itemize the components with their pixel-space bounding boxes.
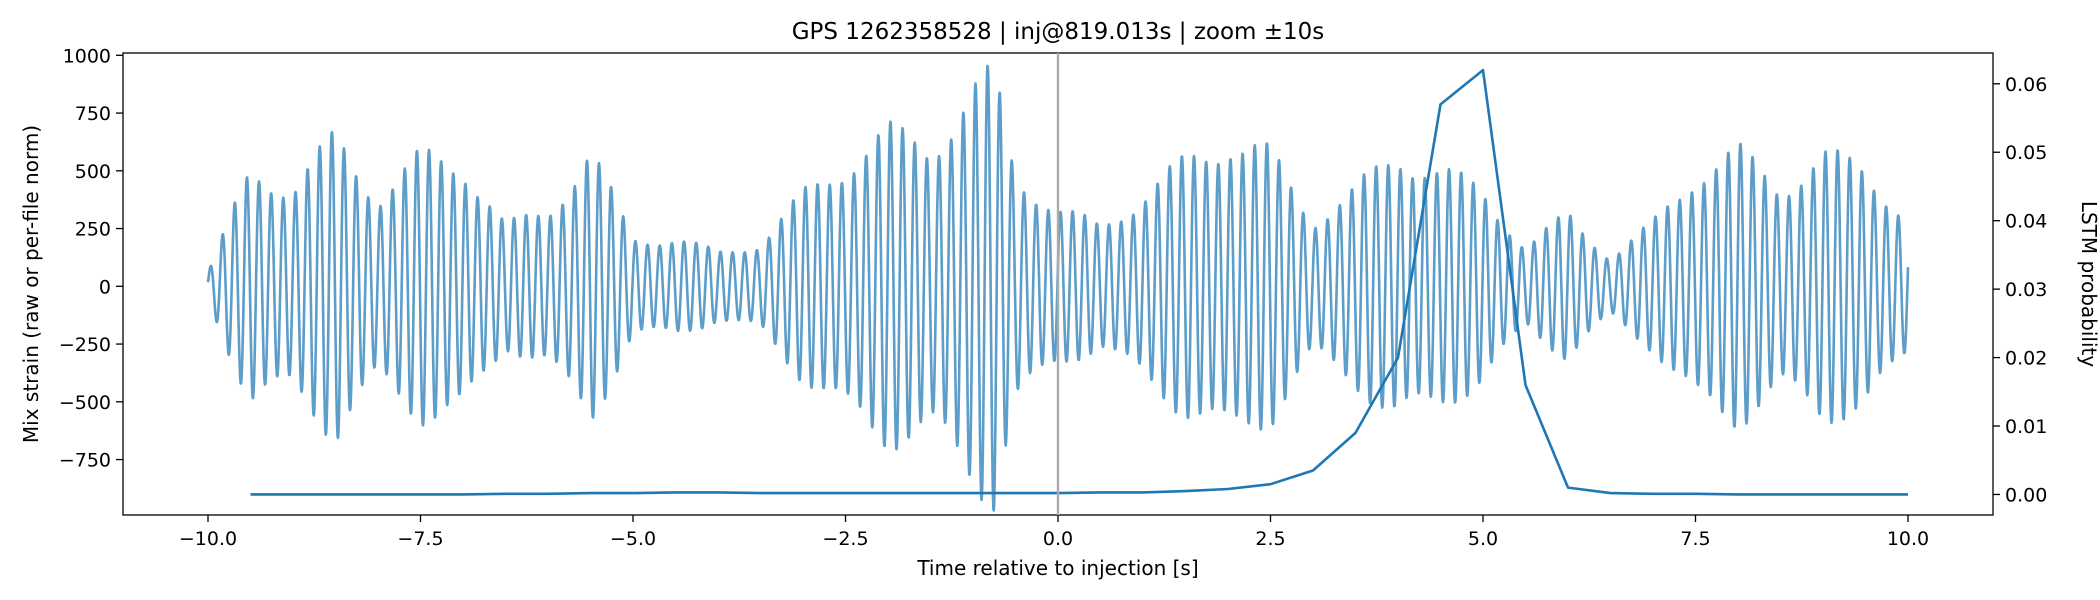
y-tick-label: 250 bbox=[75, 219, 111, 241]
x-tick-label: 0.0 bbox=[1043, 528, 1073, 550]
y-tick-label: 500 bbox=[75, 161, 111, 183]
y2-axis-ticks: 0.00 0.01 0.02 0.03 0.04 0.05 0.06 bbox=[1993, 74, 2047, 506]
y2-tick-label: 0.05 bbox=[2005, 142, 2047, 164]
probability-layer bbox=[250, 68, 1908, 496]
y2-tick-label: 0.04 bbox=[2005, 211, 2047, 233]
probability-series-line bbox=[250, 68, 1908, 496]
y2-tick-label: 0.03 bbox=[2005, 279, 2047, 301]
x-tick-label: −5.0 bbox=[610, 528, 656, 550]
y2-tick-label: 0.00 bbox=[2005, 484, 2047, 506]
y2-axis-label: LSTM probability bbox=[2077, 201, 2100, 368]
y-tick-label: 750 bbox=[75, 103, 111, 125]
x-tick-label: 10.0 bbox=[1887, 528, 1929, 550]
x-tick-label: 5.0 bbox=[1468, 528, 1498, 550]
y-tick-label: −500 bbox=[59, 392, 111, 414]
chart-title: GPS 1262358528 | inj@819.013s | zoom ±10… bbox=[792, 19, 1325, 45]
x-tick-label: −10.0 bbox=[179, 528, 237, 550]
x-axis-ticks: −10.0 −7.5 −5.0 −2.5 0.0 2.5 5.0 7.5 10.0 bbox=[179, 515, 1929, 550]
x-tick-label: 2.5 bbox=[1255, 528, 1285, 550]
y-axis-label: Mix strain (raw or per-file norm) bbox=[19, 125, 43, 443]
y-axis-ticks: −750 −500 −250 0 250 500 750 1000 bbox=[59, 45, 123, 472]
y-tick-label: 1000 bbox=[63, 45, 111, 67]
y2-tick-label: 0.06 bbox=[2005, 74, 2047, 96]
x-tick-label: 7.5 bbox=[1680, 528, 1710, 550]
x-axis-label: Time relative to injection [s] bbox=[916, 556, 1198, 580]
y-tick-label: 0 bbox=[99, 276, 111, 298]
y2-tick-label: 0.01 bbox=[2005, 416, 2047, 438]
y-tick-label: −250 bbox=[59, 334, 111, 356]
x-tick-label: −7.5 bbox=[397, 528, 443, 550]
x-tick-label: −2.5 bbox=[822, 528, 868, 550]
y-tick-label: −750 bbox=[59, 450, 111, 472]
y2-tick-label: 0.02 bbox=[2005, 348, 2047, 370]
